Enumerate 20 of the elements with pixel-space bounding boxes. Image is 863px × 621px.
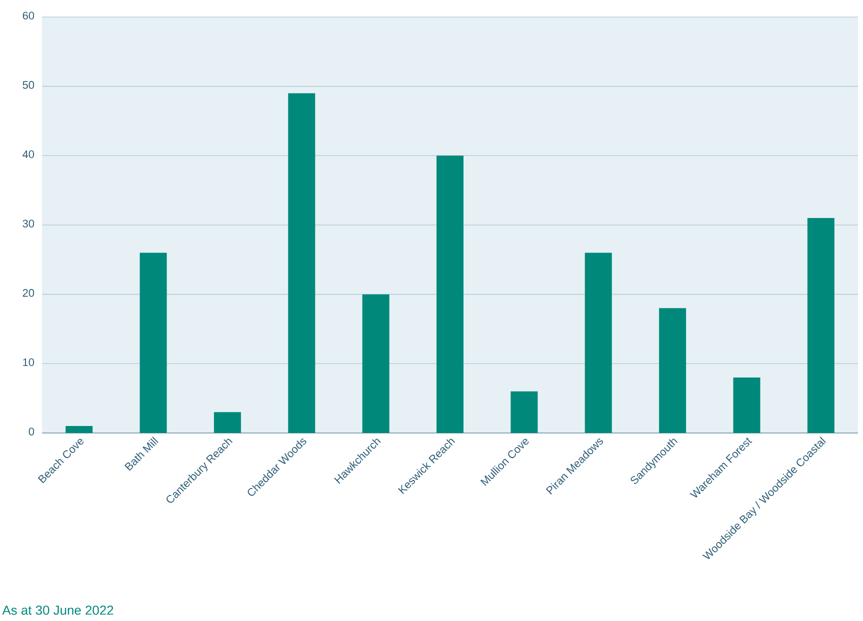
bar (733, 378, 760, 433)
bar (362, 294, 390, 433)
bar (510, 391, 538, 433)
text: As at 30 June 2022 (2, 606, 114, 615)
y-tick-label: 40 (22, 150, 34, 158)
y-tick-label: 0 (28, 428, 34, 436)
bar (140, 252, 167, 433)
y-tick-label: 30 (22, 220, 34, 228)
y-tick-label: 20 (22, 289, 34, 297)
y-tick-label: 10 (23, 358, 34, 366)
bar (436, 156, 464, 433)
bar (659, 308, 686, 433)
bar (584, 252, 612, 433)
y-tick-label: 60 (22, 12, 34, 20)
bar (288, 93, 316, 433)
x-tick-label: Bath Mill (124, 436, 158, 471)
bar (214, 412, 241, 433)
bar (66, 426, 93, 433)
y-tick-label: 50 (22, 81, 34, 89)
bar (807, 218, 834, 433)
